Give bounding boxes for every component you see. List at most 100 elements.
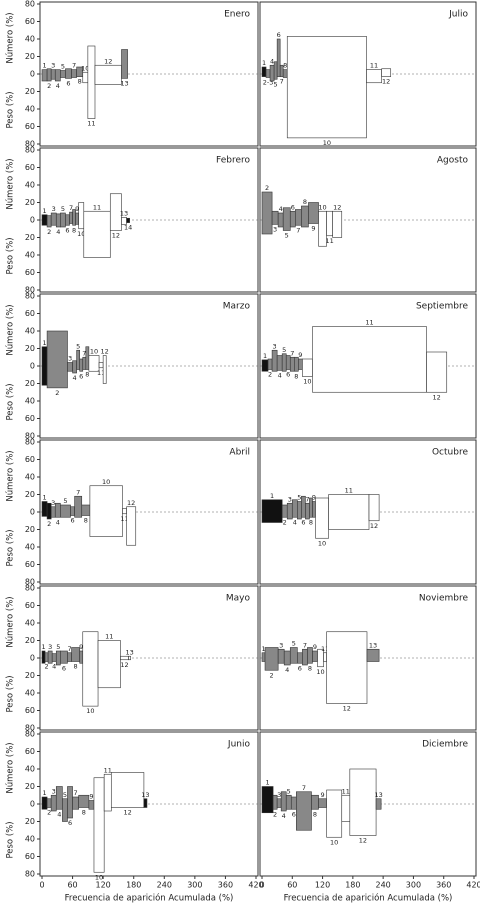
prey-box [280, 791, 287, 812]
panel-title: Junio [227, 740, 251, 750]
y-tick-label: 40 [25, 181, 35, 190]
prey-label: 5 [61, 63, 65, 71]
prey-label: 11 [370, 62, 378, 70]
prey-label: 6 [291, 203, 295, 211]
y-axis-label: Peso (%) [6, 91, 16, 128]
prey-label: 6 [277, 31, 281, 39]
x-tick-label: 0 [259, 881, 264, 890]
prey-label: 11 [325, 237, 333, 245]
x-tick-label: 240 [376, 881, 391, 890]
prey-box [277, 212, 284, 228]
y-tick-label: 0 [30, 800, 35, 809]
prey-box [79, 650, 84, 664]
prey-box [46, 330, 68, 389]
prey-label: 7 [67, 645, 71, 653]
y-tick-label: 60 [25, 601, 35, 610]
prey-box [78, 202, 85, 230]
prey-box [126, 506, 137, 546]
panel-title: Enero [224, 10, 250, 20]
prey-label: 8 [308, 664, 312, 672]
x-tick-label: 180 [126, 881, 141, 890]
y-tick-label: 80 [25, 870, 35, 879]
prey-label: 12 [343, 705, 351, 713]
prey-label: 3 [48, 643, 52, 651]
prey-box [294, 356, 299, 372]
y-tick-label: 40 [25, 105, 35, 114]
prey-label: 10 [323, 139, 331, 147]
prey-box [312, 326, 427, 393]
prey-label: 8 [313, 810, 317, 818]
prey-box [366, 648, 380, 662]
prey-box [65, 68, 72, 79]
y-axis-label: Número (%) [6, 742, 16, 793]
y-axis-label: Peso (%) [6, 237, 16, 274]
prey-label: 1 [265, 779, 269, 787]
prey-box [109, 193, 122, 231]
prey-label: 5 [76, 342, 80, 350]
prey-box [271, 210, 279, 225]
prey-label: 12 [101, 348, 109, 356]
prey-box [65, 214, 70, 226]
prey-label: 7 [76, 488, 80, 496]
y-axis-label: Número (%) [6, 158, 16, 209]
prey-box [98, 362, 104, 369]
prey-label: 5 [292, 640, 296, 648]
prey-box [60, 504, 71, 518]
y-tick-label: 60 [25, 747, 35, 756]
prey-label: 7 [72, 62, 76, 70]
y-tick-label: 20 [25, 782, 35, 791]
prey-label: 3 [68, 355, 72, 363]
y-tick-label: 60 [25, 455, 35, 464]
prey-label: 12 [104, 57, 112, 65]
prey-box [289, 356, 295, 372]
prey-label: 11 [345, 487, 353, 495]
prey-label: 6 [298, 664, 302, 672]
prey-box [126, 217, 130, 223]
prey-box [54, 69, 61, 82]
prey-label: 9 [311, 225, 315, 233]
prey-label: 4 [56, 228, 60, 236]
y-axis-label: Número (%) [6, 596, 16, 647]
prey-label: 9 [298, 351, 302, 359]
panel-title: Julio [448, 10, 468, 20]
prey-label: 4 [278, 371, 282, 379]
x-tick-label: 240 [157, 881, 172, 890]
panel-title: Febrero [216, 156, 250, 166]
prey-label: 3 [279, 641, 283, 649]
y-tick-label: 40 [25, 835, 35, 844]
prey-label: 6 [286, 371, 290, 379]
prey-label: 8 [84, 517, 88, 525]
x-tick-label: 360 [218, 881, 233, 890]
y-tick-label: 20 [25, 817, 35, 826]
x-tick-label: 120 [315, 881, 330, 890]
prey-box [312, 501, 316, 518]
prey-box [315, 497, 329, 539]
prey-label: 1 [42, 339, 46, 347]
y-tick-label: 60 [25, 414, 35, 423]
y-tick-label: 40 [25, 251, 35, 260]
prey-box [261, 191, 273, 235]
prey-box [276, 38, 281, 77]
y-axis-label: Peso (%) [6, 821, 16, 858]
y-tick-label: 60 [25, 268, 35, 277]
prey-label: 9 [79, 643, 83, 651]
prey-label: 11 [120, 515, 128, 523]
y-tick-label: 40 [25, 765, 35, 774]
prey-label: 14 [124, 224, 132, 232]
prey-label: 13 [141, 791, 149, 799]
panel-title: Agosto [437, 156, 469, 166]
prey-box [41, 501, 48, 517]
prey-box [71, 69, 77, 78]
prey-box [41, 650, 46, 664]
prey-label: 13 [369, 641, 377, 649]
prey-box [282, 207, 291, 231]
prey-box [72, 360, 77, 374]
y-tick-label: 20 [25, 198, 35, 207]
panel-title: Marzo [223, 302, 251, 312]
prey-box [88, 800, 95, 810]
prey-box [283, 650, 291, 666]
y-tick-label: 60 [25, 309, 35, 318]
prey-box [311, 794, 319, 810]
y-tick-label: 20 [25, 87, 35, 96]
prey-label: 3 [288, 495, 292, 503]
